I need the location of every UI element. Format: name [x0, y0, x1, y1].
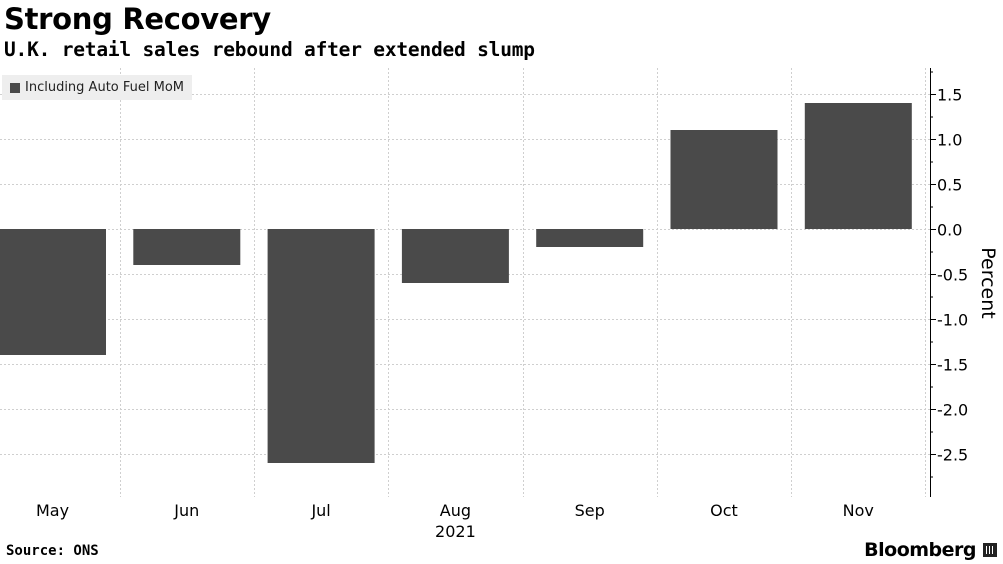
chart-legend: Including Auto Fuel MoM: [2, 75, 193, 100]
bar-may: [0, 229, 106, 355]
y-tick-label: 1.5: [937, 86, 962, 105]
bar-oct: [670, 130, 778, 229]
source-note: Source: ONS: [6, 543, 99, 559]
y-tick-label: 0.5: [937, 176, 962, 195]
y-tick-label: 1.0: [937, 131, 962, 150]
x-year-label: 2021: [435, 522, 476, 541]
y-tick-label: -1.0: [937, 311, 968, 330]
y-axis-label: Percent: [977, 247, 999, 319]
x-tick-label: Jun: [173, 501, 199, 520]
x-tick-label: Aug: [440, 501, 471, 520]
bar-nov: [804, 103, 912, 229]
y-tick-label: -0.5: [937, 266, 968, 285]
x-tick-label: Oct: [710, 501, 738, 520]
x-tick-label: May: [36, 501, 69, 520]
bloomberg-terminal-icon: [983, 543, 997, 557]
legend-label: Including Auto Fuel MoM: [25, 80, 185, 95]
chart-subtitle: U.K. retail sales rebound after extended…: [4, 38, 535, 61]
bar-jul: [267, 229, 375, 463]
bar-aug: [401, 229, 509, 283]
y-tick-label: -2.5: [937, 446, 968, 465]
legend-swatch: [10, 82, 20, 93]
y-tick-label: -1.5: [937, 356, 968, 375]
bar-jun: [133, 229, 241, 265]
chart-title: Strong Recovery: [4, 2, 271, 36]
y-tick-label: -2.0: [937, 401, 968, 420]
x-tick-label: Sep: [575, 501, 605, 520]
y-tick-label: 0.0: [937, 221, 962, 240]
bar-sep: [536, 229, 644, 247]
brand-logo-text: Bloomberg: [864, 539, 976, 561]
x-tick-label: Nov: [843, 501, 874, 520]
x-tick-label: Jul: [310, 501, 330, 520]
